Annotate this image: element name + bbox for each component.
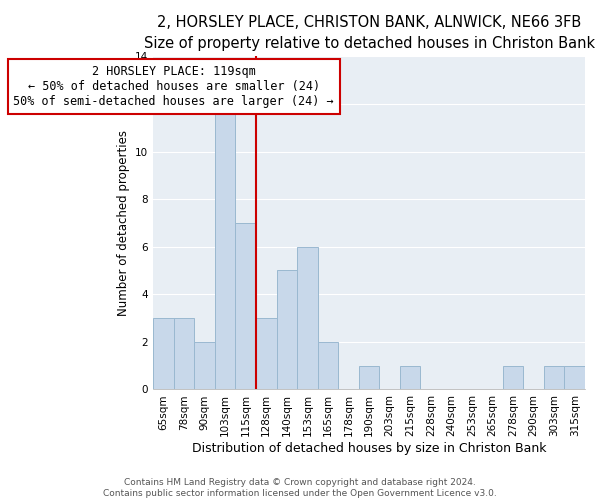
Text: Contains HM Land Registry data © Crown copyright and database right 2024.
Contai: Contains HM Land Registry data © Crown c… bbox=[103, 478, 497, 498]
Title: 2, HORSLEY PLACE, CHRISTON BANK, ALNWICK, NE66 3FB
Size of property relative to : 2, HORSLEY PLACE, CHRISTON BANK, ALNWICK… bbox=[143, 15, 595, 51]
Bar bbox=[317, 342, 338, 390]
Bar bbox=[256, 318, 277, 390]
Bar bbox=[359, 366, 379, 390]
X-axis label: Distribution of detached houses by size in Christon Bank: Distribution of detached houses by size … bbox=[192, 442, 547, 455]
Text: 2 HORSLEY PLACE: 119sqm
← 50% of detached houses are smaller (24)
50% of semi-de: 2 HORSLEY PLACE: 119sqm ← 50% of detache… bbox=[13, 64, 334, 108]
Bar bbox=[153, 318, 174, 390]
Bar bbox=[400, 366, 421, 390]
Bar bbox=[297, 246, 317, 390]
Bar bbox=[215, 104, 235, 390]
Bar bbox=[235, 223, 256, 390]
Y-axis label: Number of detached properties: Number of detached properties bbox=[116, 130, 130, 316]
Bar bbox=[174, 318, 194, 390]
Bar bbox=[277, 270, 297, 390]
Bar bbox=[565, 366, 585, 390]
Bar bbox=[503, 366, 523, 390]
Bar bbox=[194, 342, 215, 390]
Bar bbox=[544, 366, 565, 390]
